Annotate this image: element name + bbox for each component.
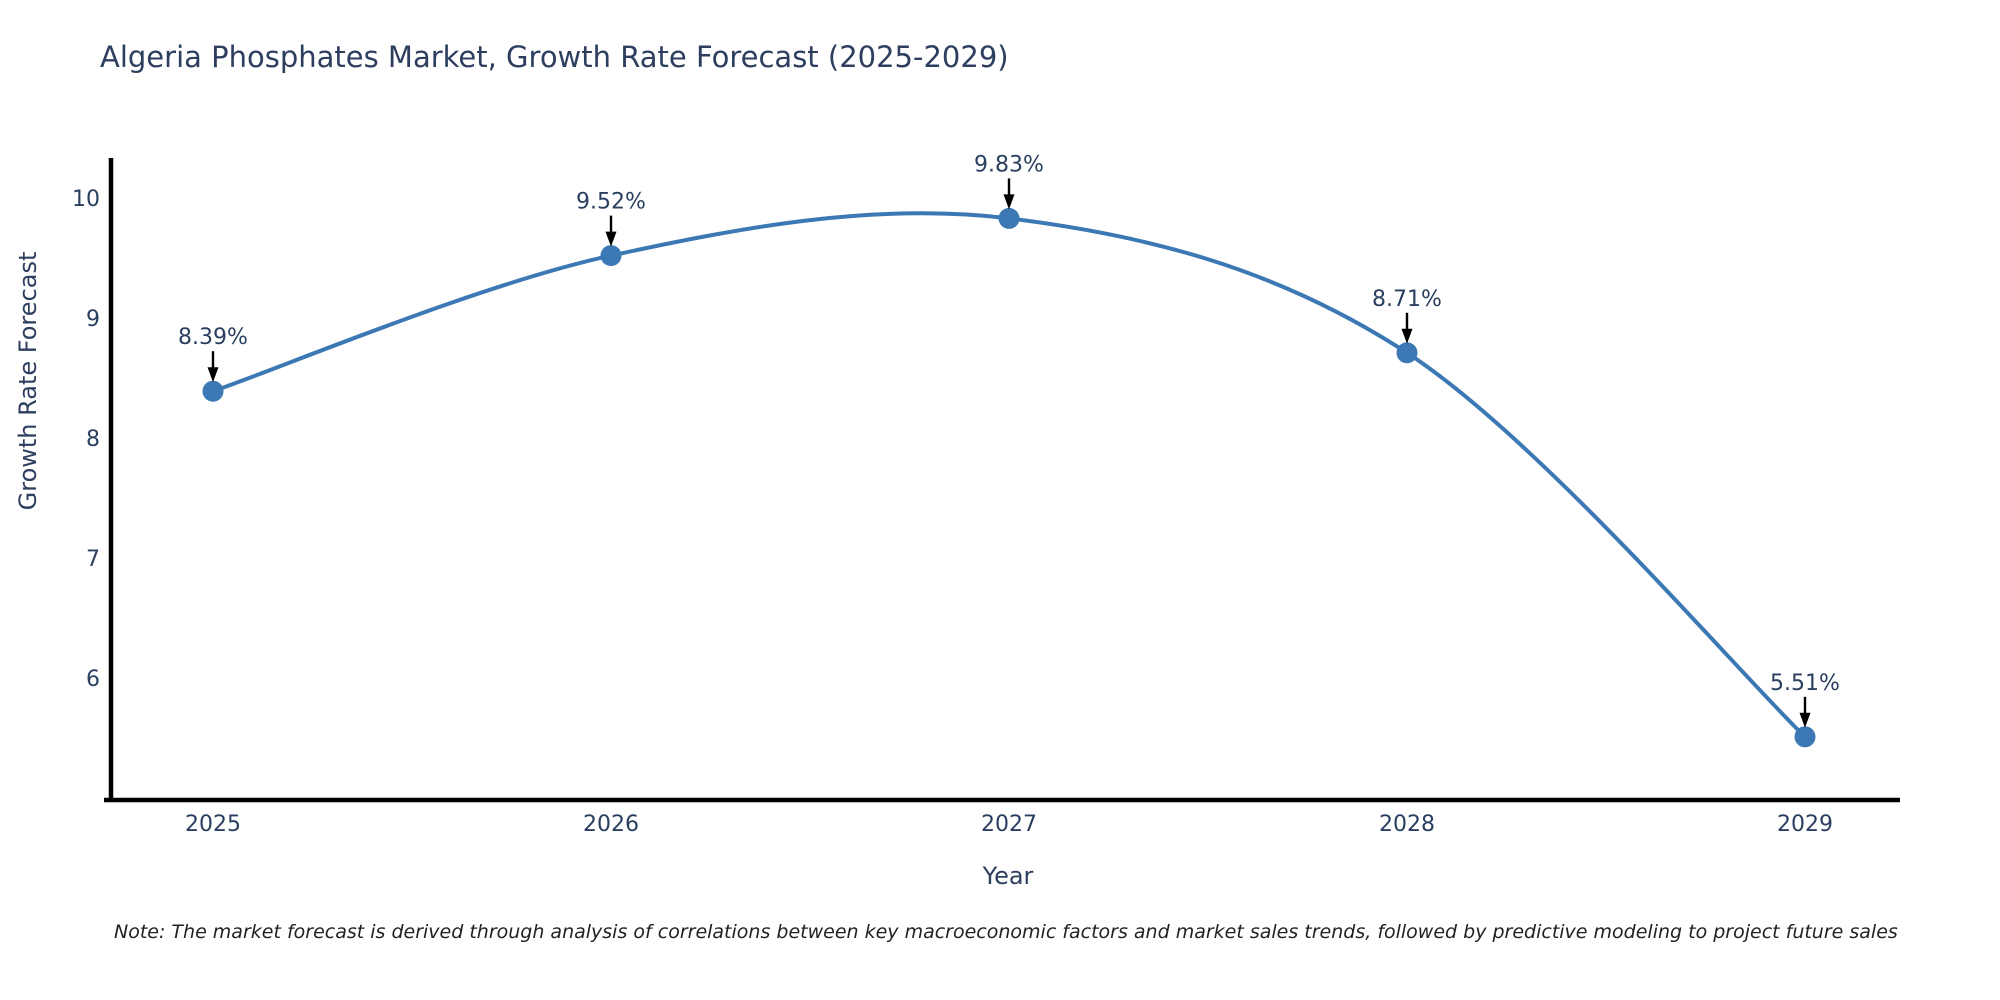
data-point-marker (202, 380, 224, 402)
chart-footnote: Note: The market forecast is derived thr… (114, 921, 1898, 943)
data-point-label: 8.71% (1372, 287, 1442, 312)
x-tick-label: 2026 (583, 812, 639, 837)
annotation-arrowhead-icon (207, 367, 219, 383)
x-tick-label: 2025 (185, 812, 241, 837)
data-point-marker (1794, 726, 1816, 748)
x-tick-label: 2029 (1777, 812, 1833, 837)
y-tick-label: 7 (86, 547, 100, 572)
annotation-arrowhead-icon (1003, 194, 1015, 210)
data-point-marker (1396, 342, 1418, 364)
annotation-arrowhead-icon (1799, 712, 1811, 728)
x-axis-title: Year (982, 862, 1034, 890)
data-point-marker (998, 207, 1020, 229)
y-tick-label: 10 (72, 187, 100, 212)
y-tick-label: 6 (86, 667, 100, 692)
data-point-label: 9.52% (576, 190, 646, 215)
y-tick-label: 8 (86, 427, 100, 452)
chart-title: Algeria Phosphates Market, Growth Rate F… (100, 40, 1009, 74)
line-series (211, 211, 1807, 739)
x-tick-label: 2027 (981, 812, 1037, 837)
data-point-label: 5.51% (1770, 671, 1840, 696)
y-tick-label: 9 (86, 307, 100, 332)
data-point-marker (600, 245, 622, 267)
x-tick-label: 2028 (1379, 812, 1435, 837)
data-point-label: 9.83% (974, 152, 1044, 177)
annotation-arrowhead-icon (605, 231, 617, 247)
data-point-label: 8.39% (178, 325, 248, 350)
annotation-arrowhead-icon (1401, 328, 1413, 344)
